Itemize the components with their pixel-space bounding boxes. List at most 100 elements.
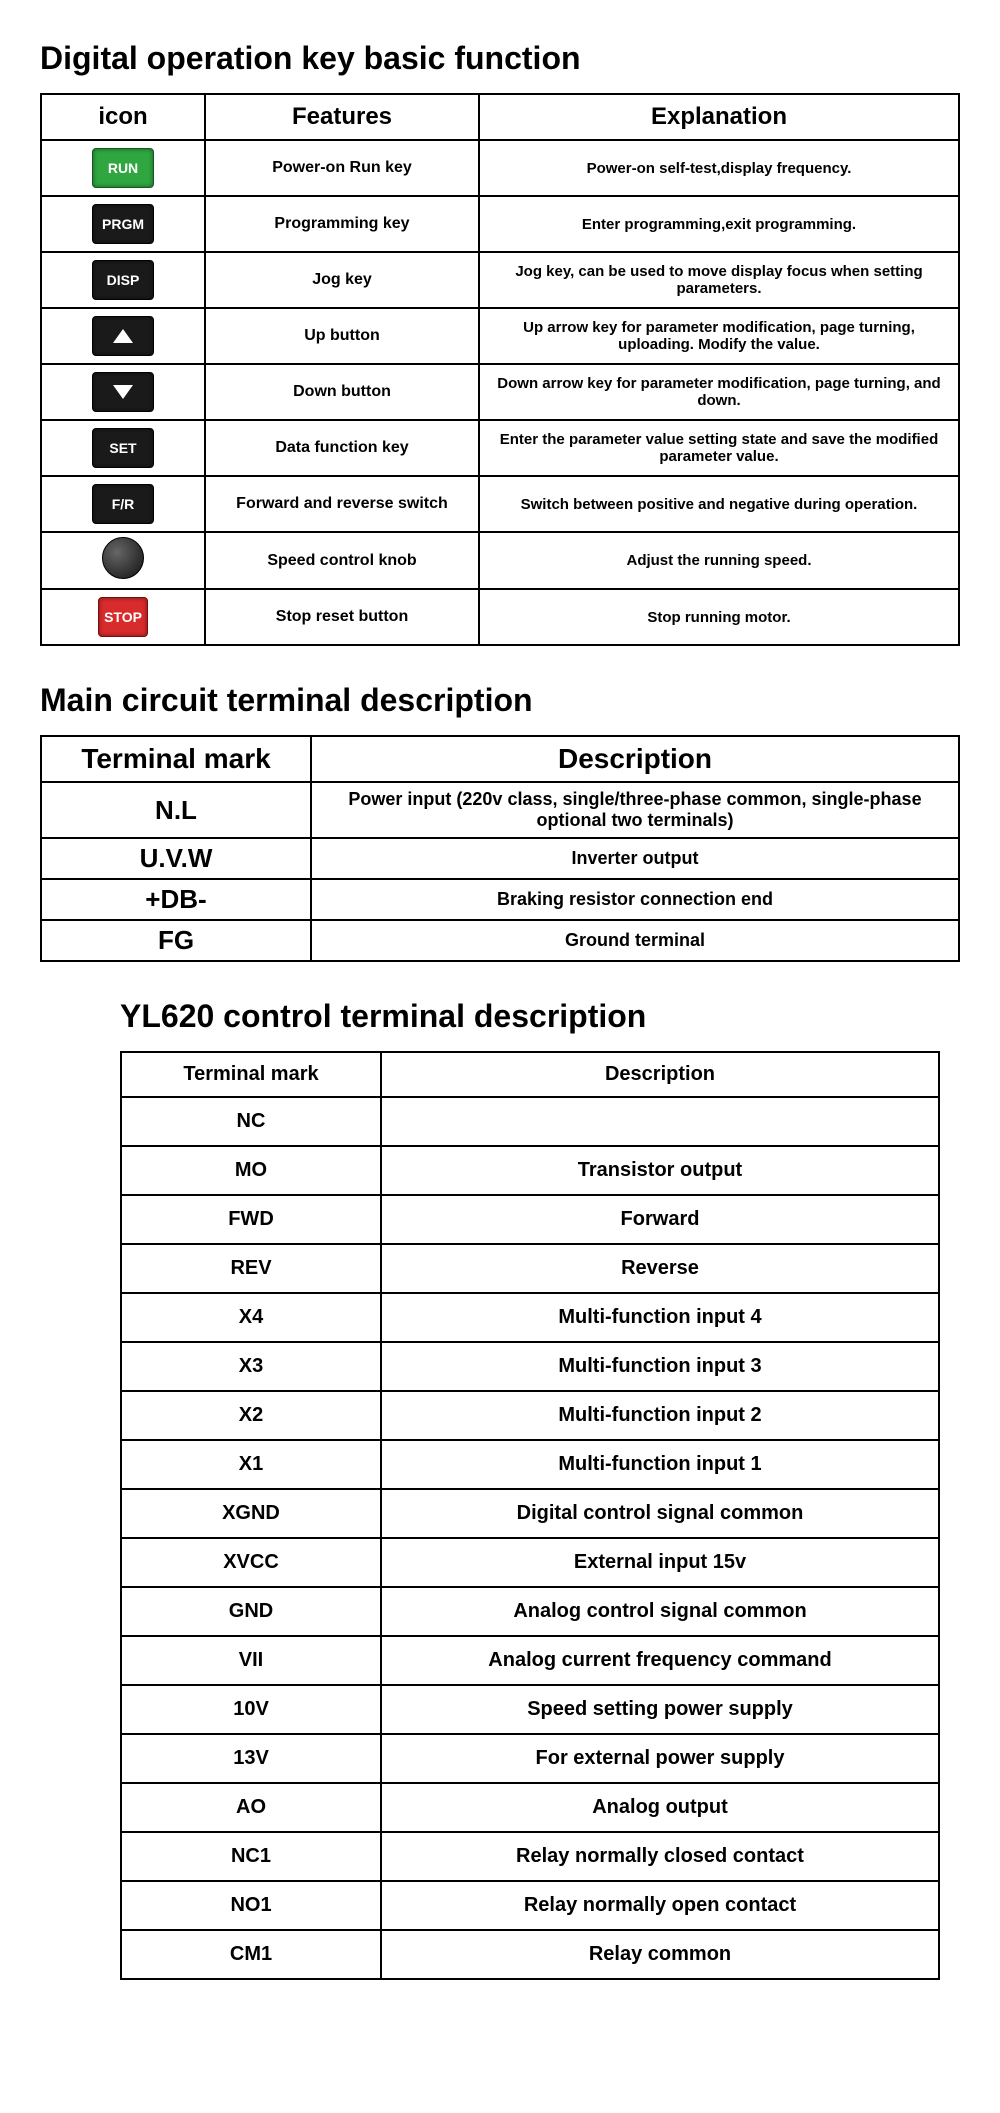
terminal-mark-cell: N.L [41, 782, 311, 838]
terminal-desc-cell [381, 1097, 939, 1146]
terminal-mark-cell: U.V.W [41, 838, 311, 879]
terminal-mark-cell: REV [121, 1244, 381, 1293]
explanation-cell: Enter programming,exit programming. [479, 196, 959, 252]
t2-header-mark: Terminal mark [41, 736, 311, 782]
terminal-desc-cell: Relay common [381, 1930, 939, 1979]
terminal-desc-cell: Speed setting power supply [381, 1685, 939, 1734]
table-row: CM1Relay common [121, 1930, 939, 1979]
t3-header-mark: Terminal mark [121, 1052, 381, 1097]
table-row: PRGM Programming keyEnter programming,exi… [41, 196, 959, 252]
terminal-desc-cell: Multi-function input 4 [381, 1293, 939, 1342]
terminal-desc-cell: Reverse [381, 1244, 939, 1293]
table-row: 13VFor external power supply [121, 1734, 939, 1783]
t2-header-desc: Description [311, 736, 959, 782]
table-row: FWDForward [121, 1195, 939, 1244]
terminal-mark-cell: NC1 [121, 1832, 381, 1881]
terminal-mark-cell: FG [41, 920, 311, 961]
terminal-desc-cell: Relay normally open contact [381, 1881, 939, 1930]
terminal-mark-cell: VII [121, 1636, 381, 1685]
set-key-icon: SET [92, 428, 154, 468]
explanation-cell: Stop running motor. [479, 589, 959, 645]
terminal-mark-cell: X2 [121, 1391, 381, 1440]
section3-title: YL620 control terminal description [120, 998, 960, 1035]
icon-cell: PRGM [41, 196, 205, 252]
terminal-desc-cell: Analog output [381, 1783, 939, 1832]
t1-header-features: Features [205, 94, 479, 140]
terminal-desc-cell: Analog control signal common [381, 1587, 939, 1636]
terminal-mark-cell: XGND [121, 1489, 381, 1538]
terminal-desc-cell: External input 15v [381, 1538, 939, 1587]
table-row: X4Multi-function input 4 [121, 1293, 939, 1342]
icon-cell [41, 308, 205, 364]
terminal-desc-cell: Digital control signal common [381, 1489, 939, 1538]
table-row: F/R Forward and reverse switchSwitch betw… [41, 476, 959, 532]
table-row: VIIAnalog current frequency command [121, 1636, 939, 1685]
terminal-mark-cell: FWD [121, 1195, 381, 1244]
terminal-mark-cell: X4 [121, 1293, 381, 1342]
feature-cell: Forward and reverse switch [205, 476, 479, 532]
terminal-mark-cell: MO [121, 1146, 381, 1195]
table-row: RUNPower-on Run keyPower-on self-test,di… [41, 140, 959, 196]
icon-cell [41, 364, 205, 420]
table-row: SET Data function keyEnter the parameter … [41, 420, 959, 476]
table-row: GNDAnalog control signal common [121, 1587, 939, 1636]
terminal-desc-cell: Multi-function input 3 [381, 1342, 939, 1391]
table-row: +DB-Braking resistor connection end [41, 879, 959, 920]
terminal-mark-cell: X3 [121, 1342, 381, 1391]
feature-cell: Programming key [205, 196, 479, 252]
feature-cell: Data function key [205, 420, 479, 476]
t1-header-icon: icon [41, 94, 205, 140]
table-row: REVReverse [121, 1244, 939, 1293]
terminal-mark-cell: NC [121, 1097, 381, 1146]
table-row: STOP Stop reset buttonStop running motor. [41, 589, 959, 645]
terminal-mark-cell: X1 [121, 1440, 381, 1489]
terminal-desc-cell: Transistor output [381, 1146, 939, 1195]
down-arrow-icon [92, 372, 154, 412]
feature-cell: Down button [205, 364, 479, 420]
t1-header-explanation: Explanation [479, 94, 959, 140]
terminal-desc-cell: Multi-function input 2 [381, 1391, 939, 1440]
explanation-cell: Switch between positive and negative dur… [479, 476, 959, 532]
main-circuit-table: Terminal mark Description N.LPower input… [40, 735, 960, 962]
explanation-cell: Up arrow key for parameter modification,… [479, 308, 959, 364]
feature-cell: Stop reset button [205, 589, 479, 645]
terminal-mark-cell: NO1 [121, 1881, 381, 1930]
explanation-cell: Adjust the running speed. [479, 532, 959, 589]
explanation-cell: Enter the parameter value setting state … [479, 420, 959, 476]
table-row: X2Multi-function input 2 [121, 1391, 939, 1440]
terminal-mark-cell: CM1 [121, 1930, 381, 1979]
icon-cell [41, 532, 205, 589]
explanation-cell: Jog key, can be used to move display foc… [479, 252, 959, 308]
table-row: DISPJog keyJog key, can be used to move … [41, 252, 959, 308]
terminal-desc-cell: Braking resistor connection end [311, 879, 959, 920]
icon-cell: SET [41, 420, 205, 476]
terminal-desc-cell: Relay normally closed contact [381, 1832, 939, 1881]
table-row: MOTransistor output [121, 1146, 939, 1195]
terminal-desc-cell: Analog current frequency command [381, 1636, 939, 1685]
run-key-icon: RUN [92, 148, 154, 188]
section1-title: Digital operation key basic function [40, 40, 960, 77]
terminal-desc-cell: Ground terminal [311, 920, 959, 961]
speed-knob-icon [102, 537, 144, 579]
terminal-desc-cell: For external power supply [381, 1734, 939, 1783]
explanation-cell: Power-on self-test,display frequency. [479, 140, 959, 196]
prgm-key-icon: PRGM [92, 204, 154, 244]
feature-cell: Jog key [205, 252, 479, 308]
terminal-mark-cell: +DB- [41, 879, 311, 920]
t3-header-desc: Description [381, 1052, 939, 1097]
table-row: U.V.WInverter output [41, 838, 959, 879]
table-row: NC1Relay normally closed contact [121, 1832, 939, 1881]
control-terminal-table: Terminal mark Description NCMOTransistor… [120, 1051, 940, 1980]
icon-cell: STOP [41, 589, 205, 645]
terminal-mark-cell: GND [121, 1587, 381, 1636]
table-row: XVCCExternal input 15v [121, 1538, 939, 1587]
stop-key-icon: STOP [98, 597, 148, 637]
terminal-desc-cell: Inverter output [311, 838, 959, 879]
table-row: NC [121, 1097, 939, 1146]
fr-key-icon: F/R [92, 484, 154, 524]
table-row: XGNDDigital control signal common [121, 1489, 939, 1538]
key-function-table: icon Features Explanation RUNPower-on Ru… [40, 93, 960, 646]
table-row: X1Multi-function input 1 [121, 1440, 939, 1489]
table-row: Up buttonUp arrow key for parameter modi… [41, 308, 959, 364]
table-row: NO1Relay normally open contact [121, 1881, 939, 1930]
